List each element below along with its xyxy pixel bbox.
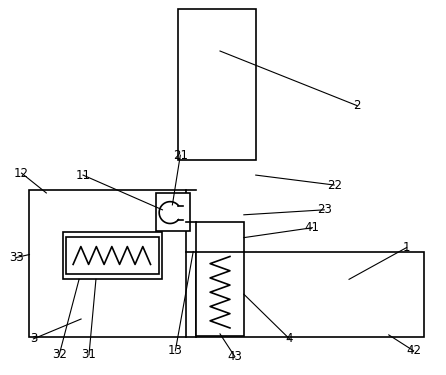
Text: 4: 4: [286, 332, 293, 345]
Bar: [156, 193, 190, 231]
Text: 3: 3: [30, 332, 37, 345]
Text: 33: 33: [9, 251, 24, 264]
Text: 22: 22: [326, 178, 342, 192]
Text: 2: 2: [353, 99, 361, 112]
Bar: [66, 237, 160, 274]
Text: 23: 23: [317, 203, 332, 216]
Text: 11: 11: [75, 169, 91, 182]
Text: 32: 32: [52, 348, 66, 361]
Bar: [196, 222, 244, 336]
Bar: [63, 232, 162, 279]
Text: 43: 43: [227, 350, 242, 363]
Bar: [178, 9, 256, 160]
Text: 12: 12: [14, 166, 29, 180]
Text: 41: 41: [305, 221, 320, 234]
Bar: [196, 252, 425, 337]
Text: 13: 13: [168, 344, 183, 357]
Text: 31: 31: [82, 348, 96, 361]
Text: 42: 42: [406, 344, 421, 357]
Bar: [29, 190, 186, 337]
Text: 21: 21: [173, 149, 188, 162]
Text: 1: 1: [403, 241, 410, 254]
